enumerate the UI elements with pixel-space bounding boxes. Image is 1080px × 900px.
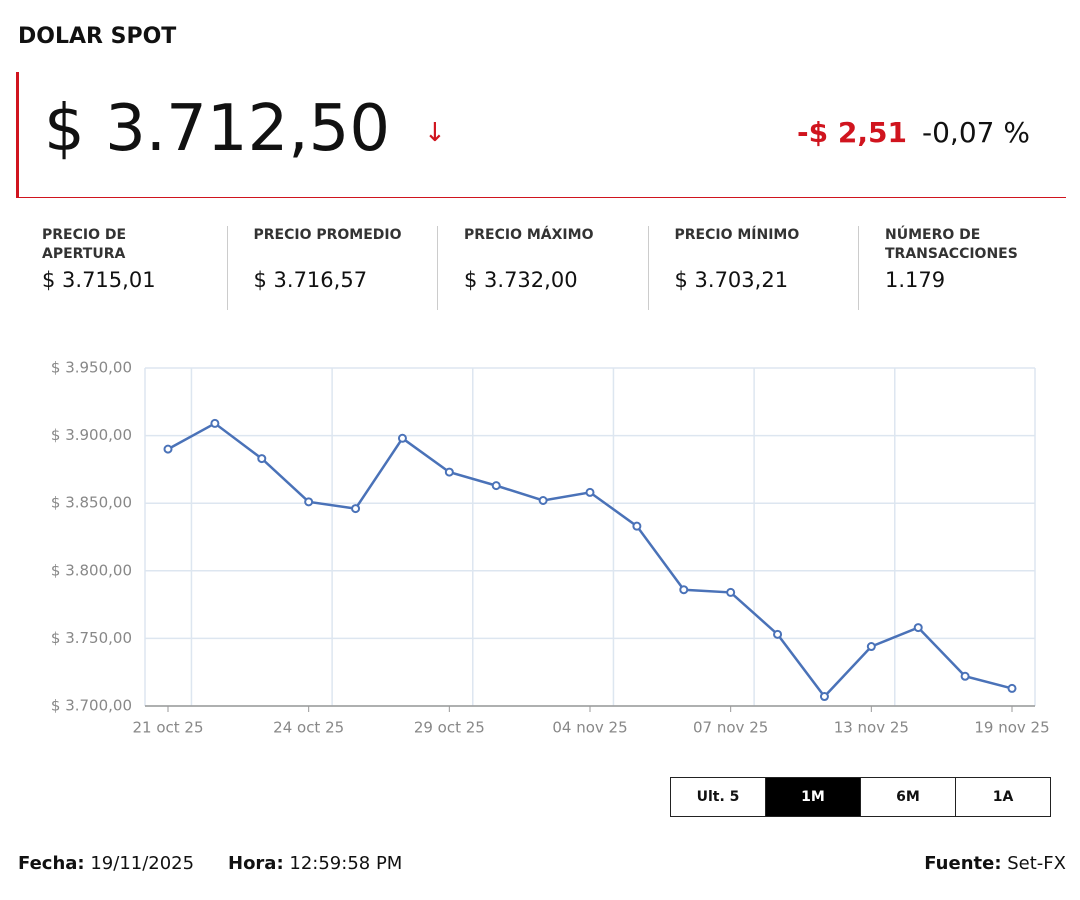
- stat-value: 1.179: [885, 268, 946, 292]
- y-tick-label: $ 3.800,00: [51, 561, 132, 579]
- stat-label: NÚMERO DE TRANSACCIONES: [885, 227, 1018, 262]
- x-tick-label: 21 oct 25: [132, 719, 203, 737]
- point: [773, 629, 783, 639]
- price: $ 3.712,50: [44, 92, 391, 166]
- point: [491, 481, 501, 491]
- point: [210, 418, 220, 428]
- range-button[interactable]: 6M: [860, 777, 956, 817]
- stat-label: PRECIO MÁXIMO: [464, 227, 594, 243]
- change: -$ 2,51: [797, 116, 907, 149]
- point: [257, 454, 267, 464]
- x-tick-label: 13 nov 25: [834, 719, 909, 737]
- range-button[interactable]: 1M: [765, 777, 861, 817]
- time: Hora: 12:59:58 PM: [228, 853, 402, 874]
- point: [726, 587, 736, 597]
- point: [632, 521, 642, 531]
- point: [304, 497, 314, 507]
- point: [538, 495, 548, 505]
- source: Fuente: Set-FX: [924, 853, 1066, 874]
- stat-label: PRECIO MÍNIMO: [674, 227, 800, 243]
- stat: PRECIO PROMEDIO $ 3.716,57: [226, 226, 437, 310]
- stat: PRECIO DE APERTURA $ 3.715,01: [16, 226, 226, 310]
- point: [913, 623, 923, 633]
- range-button[interactable]: Ult. 5: [670, 777, 766, 817]
- change-percent: -0,07 %: [922, 116, 1030, 149]
- price-box: [16, 72, 1066, 198]
- x-tick-label: 24 oct 25: [273, 719, 344, 737]
- point: [444, 467, 454, 477]
- point: [585, 487, 595, 497]
- stat-value: $ 3.715,01: [42, 268, 156, 292]
- point: [351, 504, 361, 514]
- time-label: Hora:: [228, 853, 284, 874]
- x-tick-label: 07 nov 25: [693, 719, 768, 737]
- line: [167, 421, 1013, 699]
- date-label: Fecha:: [18, 853, 85, 874]
- point: [819, 692, 829, 702]
- point: [960, 671, 970, 681]
- x-tick-label: 04 nov 25: [552, 719, 627, 737]
- x-tick-label: 29 oct 25: [414, 719, 485, 737]
- point: [866, 642, 876, 652]
- date-value: 19/11/2025: [90, 853, 195, 874]
- stat: NÚMERO DE TRANSACCIONES 1.179: [858, 226, 1068, 310]
- point: [163, 444, 173, 454]
- stat: PRECIO MÍNIMO $ 3.703,21: [647, 226, 858, 310]
- stat: PRECIO MÁXIMO $ 3.732,00: [437, 226, 647, 310]
- y-tick-label: $ 3.700,00: [51, 697, 132, 715]
- point: [1007, 683, 1017, 693]
- title: DOLAR SPOT: [18, 24, 177, 49]
- down-arrow-icon: ↓: [424, 118, 446, 148]
- range-button[interactable]: 1A: [955, 777, 1051, 817]
- time-value: 12:59:58 PM: [289, 853, 403, 874]
- y-tick-label: $ 3.950,00: [51, 359, 132, 377]
- x-tick-label: 19 nov 25: [974, 719, 1049, 737]
- y-tick-label: $ 3.900,00: [51, 426, 132, 444]
- y-tick-label: $ 3.750,00: [51, 629, 132, 647]
- stat-label: PRECIO PROMEDIO: [253, 227, 402, 243]
- stat-value: $ 3.716,57: [253, 268, 368, 292]
- stat-label: PRECIO DE APERTURA: [42, 227, 127, 262]
- date: Fecha: 19/11/2025: [18, 853, 194, 874]
- chart: $ 3.700,00 $ 3.750,00 $ 3.800,00 $ 3.850,00…: [51, 359, 1050, 737]
- stat-value: $ 3.703,21: [674, 268, 789, 292]
- point: [679, 585, 689, 595]
- point: [397, 433, 407, 443]
- source-value: Set-FX: [1007, 853, 1066, 874]
- y-tick-label: $ 3.850,00: [51, 494, 132, 512]
- stat-value: $ 3.732,00: [464, 268, 578, 292]
- source-label: Fuente:: [924, 853, 1002, 874]
